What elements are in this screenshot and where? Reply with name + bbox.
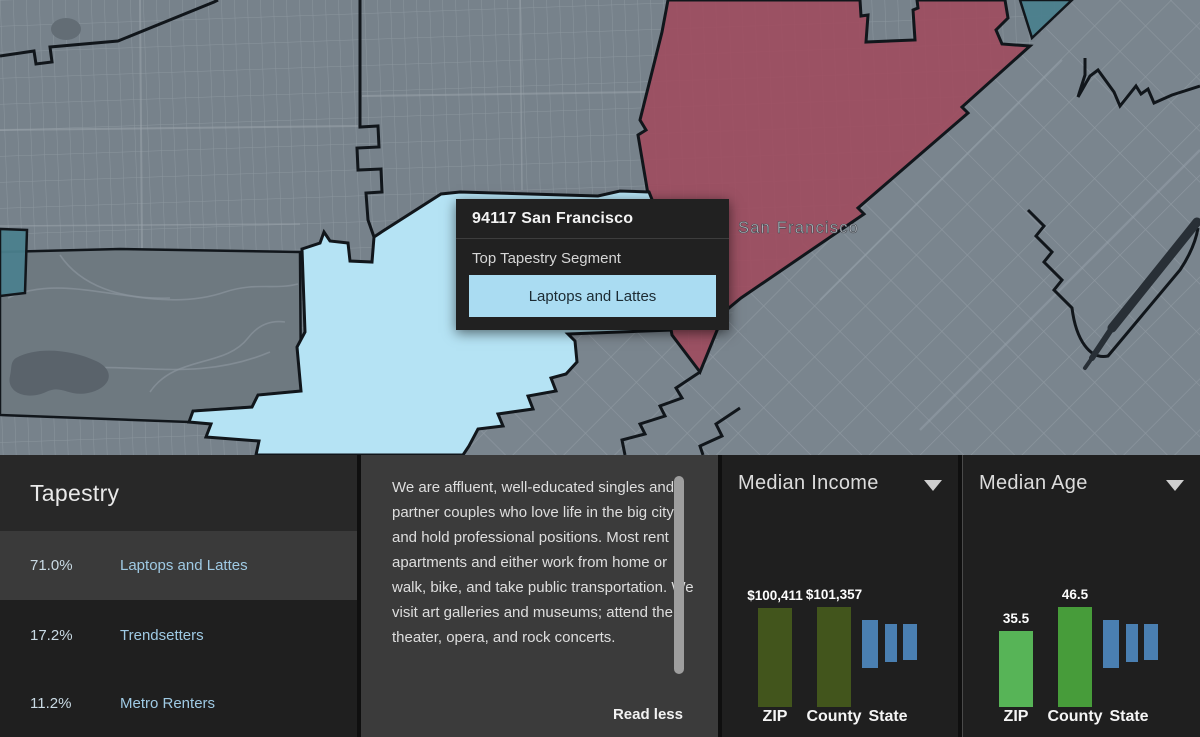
major-streets	[0, 0, 649, 251]
zip-region-highlighted[interactable]	[636, 0, 1034, 376]
tapestry-row-trendsetters[interactable]: 17.2% Trendsetters	[0, 600, 357, 670]
zip-income-bar: $100,411	[747, 588, 803, 707]
tapestry-panel: Tapestry 71.0% Laptops and Lattes 17.2% …	[0, 455, 357, 737]
segment-percent: 11.2%	[30, 695, 72, 712]
segment-percent: 17.2%	[30, 626, 73, 644]
city-label: San Francisco	[738, 219, 859, 237]
segment-name-link[interactable]: Trendsetters	[120, 626, 204, 644]
segment-description-panel: We are affluent, well-educated singles a…	[361, 455, 718, 737]
median-age-panel: Median Age 35.5 46.5 ZIP County State	[962, 455, 1200, 737]
state-loading-bar-icon	[1103, 620, 1119, 668]
axis-label-state: State	[868, 708, 908, 725]
median-income-selector[interactable]: Median Income	[722, 455, 958, 511]
zip-age-bar: 35.5	[999, 611, 1033, 707]
segment-percent: 71.0%	[30, 557, 73, 574]
chart-title: Median Age	[979, 472, 1088, 494]
state-loading-bar-icon	[903, 624, 917, 660]
soma-major-streets	[819, 59, 1200, 431]
popup-section-label: Top Tapestry Segment	[472, 250, 621, 267]
segment-description-text: We are affluent, well-educated singles a…	[392, 479, 694, 646]
tapestry-row-laptops-and-lattes[interactable]: 71.0% Laptops and Lattes	[0, 531, 357, 600]
median-income-panel: Median Income $100,411 $101,357 ZIP Coun…	[722, 455, 958, 737]
state-loading-bar-icon	[1126, 624, 1138, 662]
segment-name-link[interactable]: Laptops and Lattes	[120, 557, 248, 574]
map-view[interactable]: San Francisco 94117 San Francisco Top Ta…	[0, 0, 1200, 455]
caret-down-icon	[1166, 480, 1184, 491]
popup-segment-chip[interactable]: Laptops and Lattes	[469, 275, 716, 317]
zip-region-teal-top[interactable]	[1018, 0, 1074, 41]
freeway	[1083, 217, 1200, 370]
segment-name-link[interactable]: Metro Renters	[120, 695, 216, 712]
zip-boundaries	[0, 0, 1200, 455]
bar-value-label: $100,411	[747, 588, 803, 603]
tapestry-row-metro-renters[interactable]: 11.2% Metro Renters	[0, 670, 357, 737]
tapestry-title: Tapestry	[30, 479, 120, 506]
zip-region-teal-left[interactable]	[0, 227, 29, 298]
axis-label-state: State	[1109, 708, 1149, 725]
scrollbar-thumb[interactable]	[674, 476, 684, 674]
read-less-link[interactable]: Read less	[612, 706, 683, 723]
map-popup: 94117 San Francisco Top Tapestry Segment…	[456, 199, 729, 330]
chart-title: Median Income	[738, 472, 879, 494]
axis-label-zip: ZIP	[762, 708, 788, 725]
state-loading-bar-icon	[862, 620, 878, 668]
park-lake	[9, 350, 109, 396]
caret-down-icon	[924, 480, 942, 491]
bar-value-label: $101,357	[805, 587, 863, 602]
state-loading-bar-icon	[885, 624, 897, 662]
axis-label-zip: ZIP	[1003, 708, 1029, 725]
axis-label-county: County	[806, 708, 862, 725]
state-loading-bar-icon	[1144, 624, 1158, 660]
bar-value-label: 35.5	[1002, 611, 1030, 626]
popup-body: Top Tapestry Segment Laptops and Lattes	[456, 239, 729, 329]
bar-value-label: 46.5	[1061, 587, 1089, 602]
bottom-panel: Tapestry 71.0% Laptops and Lattes 17.2% …	[0, 455, 1200, 737]
county-income-bar: $101,357	[806, 587, 862, 707]
hill-park-patch	[51, 18, 81, 40]
tapestry-header: Tapestry	[0, 455, 357, 531]
county-age-bar: 46.5	[1058, 587, 1092, 707]
axis-label-county: County	[1047, 708, 1103, 725]
median-age-selector[interactable]: Median Age	[963, 455, 1200, 511]
popup-zip-title: 94117 San Francisco	[456, 199, 729, 239]
